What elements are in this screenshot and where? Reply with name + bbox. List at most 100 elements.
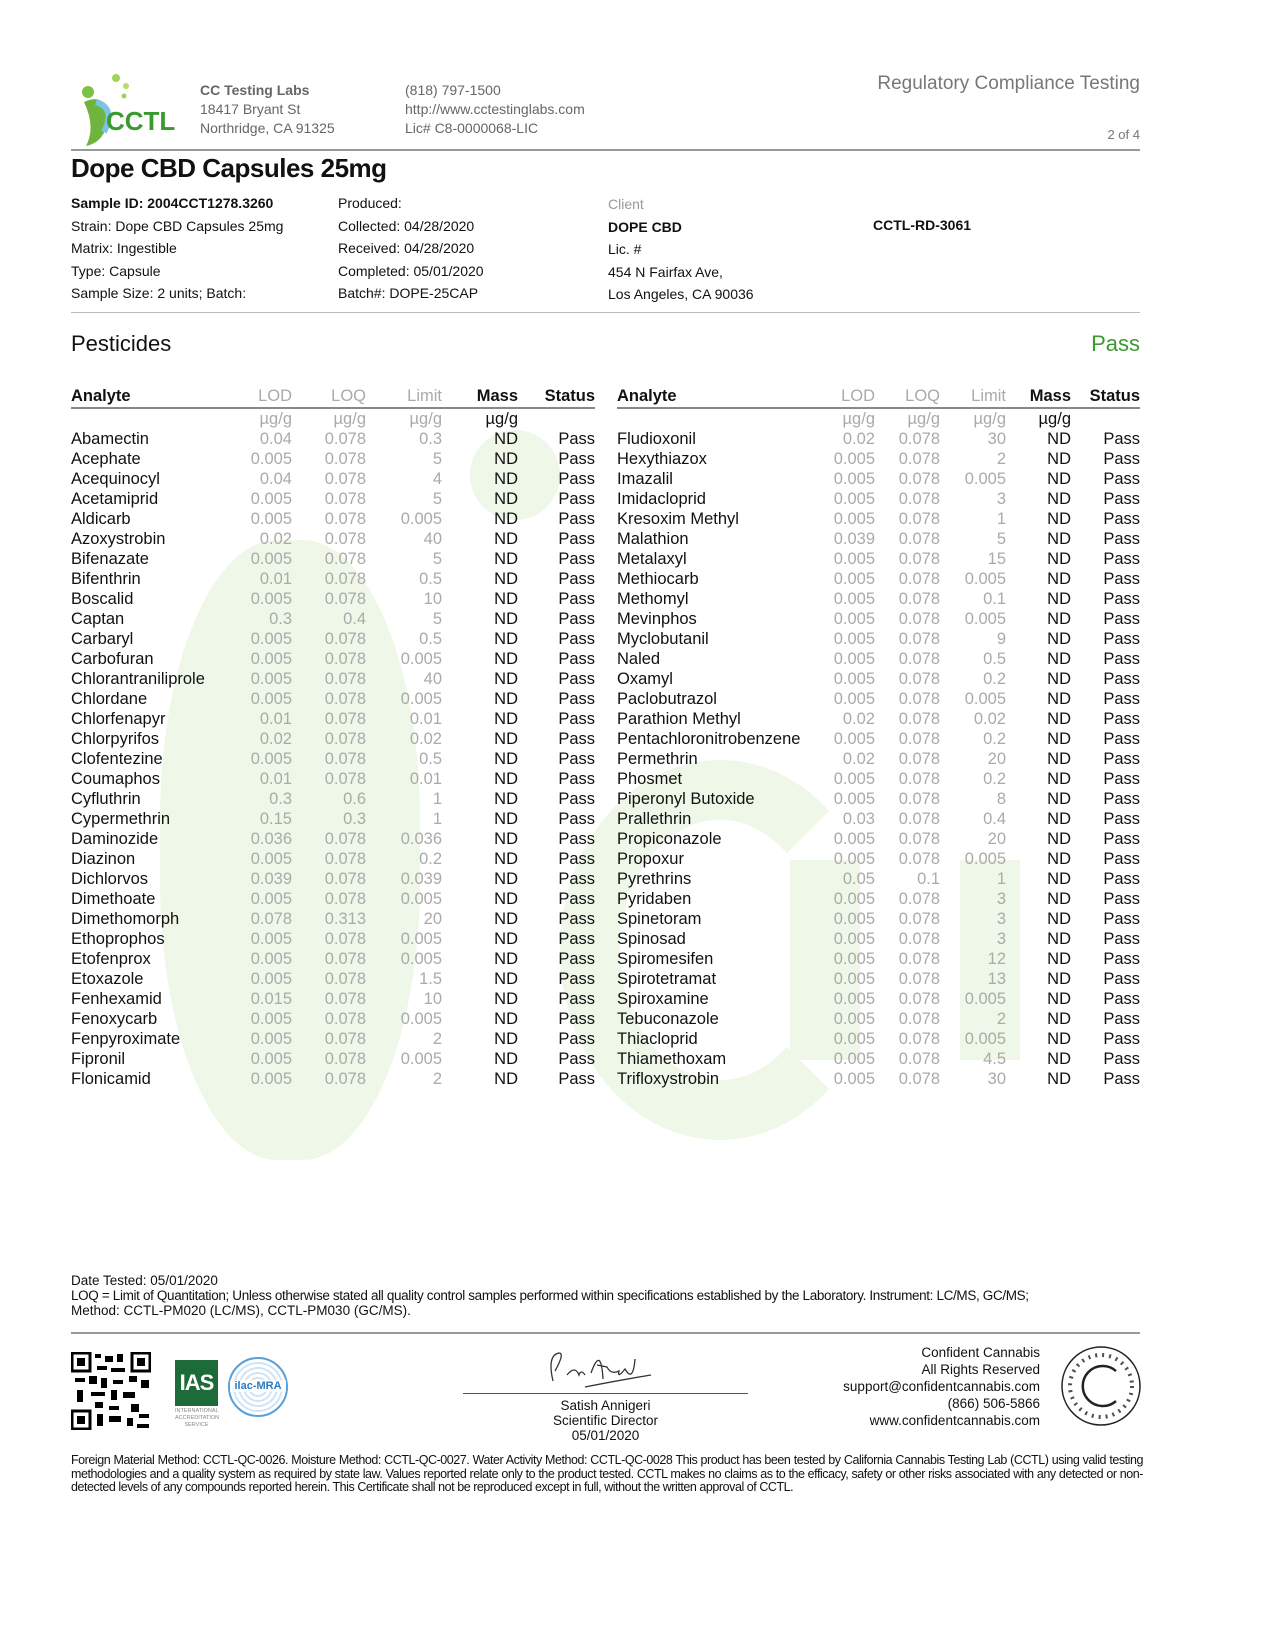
- loq-cell: 0.078: [898, 810, 940, 828]
- col-analyte: Analyte: [71, 386, 231, 409]
- limit-cell: 0.005: [400, 1010, 442, 1028]
- mass-cell: ND: [1047, 690, 1071, 708]
- mass-cell: ND: [1047, 830, 1071, 848]
- section-title: Pesticides: [71, 331, 172, 356]
- col-limit: Limit: [366, 386, 442, 409]
- loq-cell: 0.078: [898, 1010, 940, 1028]
- status-cell: Pass: [1103, 790, 1140, 808]
- loq-cell: 0.1: [917, 870, 940, 888]
- loq-cell: 0.078: [324, 1070, 366, 1088]
- table-row: Bifenthrin 0.01 0.078 0.5 ND Pass: [71, 569, 595, 589]
- analyte-cell: Boscalid: [71, 590, 134, 608]
- ilac-mra-logo: ilac-MRA: [228, 1357, 288, 1417]
- table-row: Dimethoate 0.005 0.078 0.005 ND Pass: [71, 889, 595, 909]
- loq-cell: 0.078: [898, 930, 940, 948]
- status-cell: Pass: [1103, 750, 1140, 768]
- analyte-cell: Imazalil: [617, 470, 673, 488]
- status-cell: Pass: [558, 1070, 595, 1088]
- signer-title: Scientific Director: [552, 1413, 659, 1428]
- limit-cell: 20: [987, 830, 1006, 848]
- mass-cell: ND: [494, 510, 518, 528]
- mass-cell: ND: [494, 890, 518, 908]
- loq-cell: 0.078: [324, 870, 366, 888]
- limit-cell: 0.4: [983, 810, 1006, 828]
- batch: Batch#: DOPE-25CAP: [338, 285, 479, 301]
- table-row: Myclobutanil 0.005 0.078 9 ND Pass: [617, 629, 1140, 649]
- analyte-cell: Carbaryl: [71, 630, 134, 648]
- analyte-cell: Abamectin: [71, 430, 149, 448]
- pesticides-table-right: Analyte LOD LOQ Limit Mass Status µg/g µg…: [617, 386, 1140, 1089]
- table-row: Fenhexamid 0.015 0.078 10 ND Pass: [71, 989, 595, 1009]
- status-cell: Pass: [558, 1050, 595, 1068]
- analyte-cell: Permethrin: [617, 750, 698, 768]
- sample-id: Sample ID: 2004CCT1278.3260: [71, 195, 274, 211]
- watermark-letter-t: [790, 860, 860, 1060]
- status-cell: Pass: [558, 570, 595, 588]
- cc-email[interactable]: support@confidentcannabis.com: [843, 1379, 1040, 1394]
- loq-cell: 0.078: [898, 470, 940, 488]
- analyte-cell: Phosmet: [617, 770, 683, 788]
- table-row: Oxamyl 0.005 0.078 0.2 ND Pass: [617, 669, 1140, 689]
- loq-cell: 0.078: [324, 590, 366, 608]
- limit-cell: 0.039: [400, 870, 442, 888]
- status-cell: Pass: [558, 690, 595, 708]
- table-row: Cypermethrin 0.15 0.3 1 ND Pass: [71, 809, 595, 829]
- lod-cell: 0.005: [250, 510, 292, 528]
- client-name: DOPE CBD: [608, 218, 682, 235]
- table-row: Fenpyroximate 0.005 0.078 2 ND Pass: [71, 1029, 595, 1049]
- lab-website[interactable]: http://www.cctestinglabs.com: [405, 101, 585, 117]
- limit-cell: 4.5: [983, 1050, 1006, 1068]
- analyte-cell: Pentachloronitrobenzene: [617, 730, 801, 748]
- lod-cell: 0.005: [250, 550, 292, 568]
- units-row: µg/g µg/g µg/g µg/g: [617, 408, 1140, 429]
- lod-cell: 0.005: [250, 650, 292, 668]
- limit-cell: 0.005: [400, 650, 442, 668]
- product-title: Dope CBD Capsules 25mg: [71, 153, 387, 183]
- unit-cell: [71, 408, 231, 429]
- limit-cell: 0.5: [983, 650, 1006, 668]
- table-row: Propiconazole 0.005 0.078 20 ND Pass: [617, 829, 1140, 849]
- table-row: Malathion 0.039 0.078 5 ND Pass: [617, 529, 1140, 549]
- limit-cell: 0.005: [400, 1050, 442, 1068]
- status-cell: Pass: [558, 470, 595, 488]
- table-row: Propoxur 0.005 0.078 0.005 ND Pass: [617, 849, 1140, 869]
- limit-cell: 0.2: [983, 770, 1006, 788]
- table-row: Metalaxyl 0.005 0.078 15 ND Pass: [617, 549, 1140, 569]
- mass-cell: ND: [494, 650, 518, 668]
- client-address-2: Los Angeles, CA 90036: [608, 286, 754, 302]
- loq-cell: 0.078: [898, 510, 940, 528]
- loq-cell: 0.078: [898, 990, 940, 1008]
- mass-cell: ND: [494, 990, 518, 1008]
- table-row: Pyridaben 0.005 0.078 3 ND Pass: [617, 889, 1140, 909]
- analyte-cell: Methomyl: [617, 590, 689, 608]
- loq-cell: 0.078: [324, 530, 366, 548]
- client-info: Client DOPE CBD Lic. # 454 N Fairfax Ave…: [608, 193, 754, 306]
- status-cell: Pass: [1103, 710, 1140, 728]
- status-cell: Pass: [1103, 810, 1140, 828]
- lod-cell: 0.02: [842, 710, 875, 728]
- mass-cell: ND: [1047, 890, 1071, 908]
- table-row: Imazalil 0.005 0.078 0.005 ND Pass: [617, 469, 1140, 489]
- limit-cell: 30: [987, 1070, 1006, 1088]
- table-row: Spiroxamine 0.005 0.078 0.005 ND Pass: [617, 989, 1140, 1009]
- limit-cell: 0.005: [400, 890, 442, 908]
- mass-cell: ND: [494, 430, 518, 448]
- mass-cell: ND: [494, 570, 518, 588]
- limit-cell: 5: [432, 610, 442, 628]
- table-row: Naled 0.005 0.078 0.5 ND Pass: [617, 649, 1140, 669]
- table-row: Spirotetramat 0.005 0.078 13 ND Pass: [617, 969, 1140, 989]
- unit-cell: µg/g: [485, 410, 518, 428]
- cc-website[interactable]: www.confidentcannabis.com: [869, 1413, 1040, 1428]
- limit-cell: 13: [987, 970, 1006, 988]
- loq-cell: 0.078: [324, 950, 366, 968]
- loq-cell: 0.078: [324, 670, 366, 688]
- loq-cell: 0.078: [324, 830, 366, 848]
- qr-code[interactable]: [70, 1351, 152, 1431]
- mass-cell: ND: [1047, 950, 1071, 968]
- loq-cell: 0.078: [324, 510, 366, 528]
- type: Type: Capsule: [71, 262, 161, 279]
- loq-cell: 0.078: [324, 650, 366, 668]
- col-loq: LOQ: [875, 386, 940, 409]
- status-cell: Pass: [1103, 1050, 1140, 1068]
- table-row: Pentachloronitrobenzene 0.005 0.078 0.2 ND Pa…: [617, 729, 1140, 749]
